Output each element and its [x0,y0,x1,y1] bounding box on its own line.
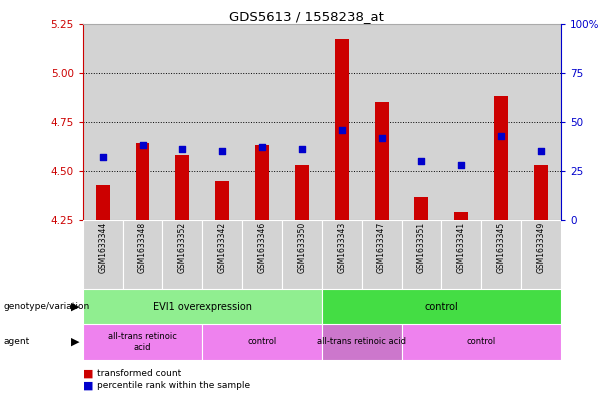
Text: genotype/variation: genotype/variation [3,302,89,311]
Text: ▶: ▶ [71,337,80,347]
Text: transformed count: transformed count [97,369,181,378]
Bar [202,324,322,360]
Bar [135,143,150,220]
Bar [534,165,548,220]
Bar [441,24,481,220]
Text: ■: ■ [83,368,93,378]
Bar [83,24,123,220]
Bar [362,220,402,289]
Text: GSM1633351: GSM1633351 [417,222,426,273]
Bar [162,220,202,289]
Text: GSM1633348: GSM1633348 [138,222,147,273]
Text: control: control [424,301,459,312]
Bar [402,324,561,360]
Point [536,148,546,154]
Point [98,154,108,160]
Bar [454,212,468,220]
Text: all-trans retinoic
acid: all-trans retinoic acid [108,332,177,352]
Bar [481,24,521,220]
Bar [295,165,309,220]
Text: GSM1633349: GSM1633349 [536,222,546,274]
Text: ▶: ▶ [71,301,80,312]
Bar [123,24,162,220]
Bar [402,24,441,220]
Bar [322,24,362,220]
Bar [362,24,402,220]
Text: control: control [466,338,496,346]
Bar [322,289,561,324]
Text: GSM1633347: GSM1633347 [377,222,386,274]
Bar [242,220,282,289]
Point [376,134,386,141]
Bar [202,24,242,220]
Text: control: control [248,338,276,346]
Text: agent: agent [3,338,29,346]
Bar [481,220,521,289]
Bar [242,24,282,220]
Bar [402,220,441,289]
Text: all-trans retinoic acid: all-trans retinoic acid [317,338,406,346]
Text: GSM1633342: GSM1633342 [218,222,227,273]
Text: GSM1633350: GSM1633350 [297,222,306,274]
Point [137,142,148,149]
Point [257,144,267,151]
Text: GDS5613 / 1558238_at: GDS5613 / 1558238_at [229,10,384,23]
Bar [96,185,110,220]
Bar [215,181,229,220]
Bar [162,24,202,220]
Bar [322,324,402,360]
Bar [335,39,349,220]
Bar [282,220,322,289]
Point [417,158,427,164]
Text: percentile rank within the sample: percentile rank within the sample [97,382,250,390]
Bar [441,220,481,289]
Bar [175,155,189,220]
Text: GSM1633346: GSM1633346 [257,222,267,274]
Point [178,146,188,152]
Text: GSM1633341: GSM1633341 [457,222,466,273]
Point [337,127,347,133]
Point [297,146,307,152]
Text: GSM1633344: GSM1633344 [98,222,107,274]
Point [497,132,506,139]
Bar [494,96,508,220]
Bar [202,220,242,289]
Point [456,162,466,168]
Bar [521,24,561,220]
Bar [282,24,322,220]
Text: GSM1633352: GSM1633352 [178,222,187,273]
Bar [83,289,322,324]
Text: ■: ■ [83,381,93,391]
Text: EVI1 overexpression: EVI1 overexpression [153,301,252,312]
Text: GSM1633343: GSM1633343 [337,222,346,274]
Bar [375,102,389,220]
Bar [521,220,561,289]
Bar [123,220,162,289]
Point [218,148,227,154]
Bar [414,196,428,220]
Bar [322,220,362,289]
Bar [255,145,269,220]
Bar [83,324,202,360]
Text: GSM1633345: GSM1633345 [497,222,506,274]
Bar [83,220,123,289]
